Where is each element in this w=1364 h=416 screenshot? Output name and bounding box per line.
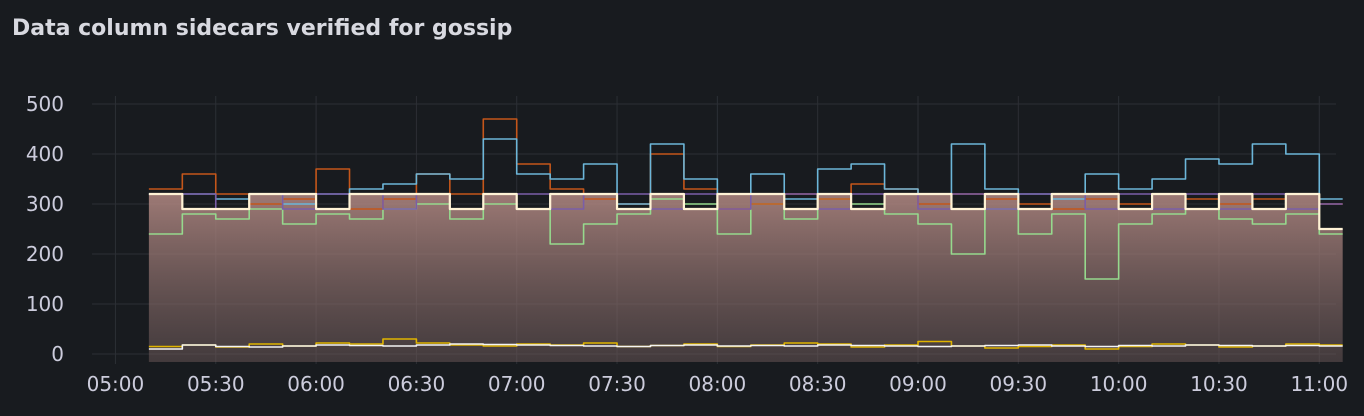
y-tick-label: 200: [26, 242, 64, 266]
series-green-line: [148, 198, 1343, 280]
x-tick-label: 08:30: [789, 372, 847, 396]
x-tick-label: 07:00: [488, 372, 546, 396]
x-tick-label: 11:00: [1290, 372, 1348, 396]
x-tick-label: 10:00: [1090, 372, 1148, 396]
y-tick-label: 0: [51, 342, 64, 366]
series-low-white-line: [148, 343, 1343, 350]
x-tick-label: 09:00: [889, 372, 947, 396]
series-total-line: [148, 192, 1343, 231]
x-tick-label: 06:30: [388, 372, 446, 396]
y-tick-label: 500: [26, 92, 64, 116]
x-tick-label: 06:00: [287, 372, 345, 396]
series-total-area: [148, 194, 1343, 362]
x-tick-label: 05:00: [87, 372, 145, 396]
y-tick-label: 100: [26, 292, 64, 316]
x-tick-label: 05:30: [187, 372, 245, 396]
x-tick-label: 10:30: [1190, 372, 1248, 396]
x-tick-label: 08:00: [689, 372, 747, 396]
panel-title: Data column sidecars verified for gossip: [12, 16, 513, 41]
series-blue-line: [148, 138, 1343, 205]
x-tick-label: 07:30: [588, 372, 646, 396]
x-tick-label: 09:30: [989, 372, 1047, 396]
y-tick-label: 300: [26, 192, 64, 216]
y-tick-label: 400: [26, 142, 64, 166]
